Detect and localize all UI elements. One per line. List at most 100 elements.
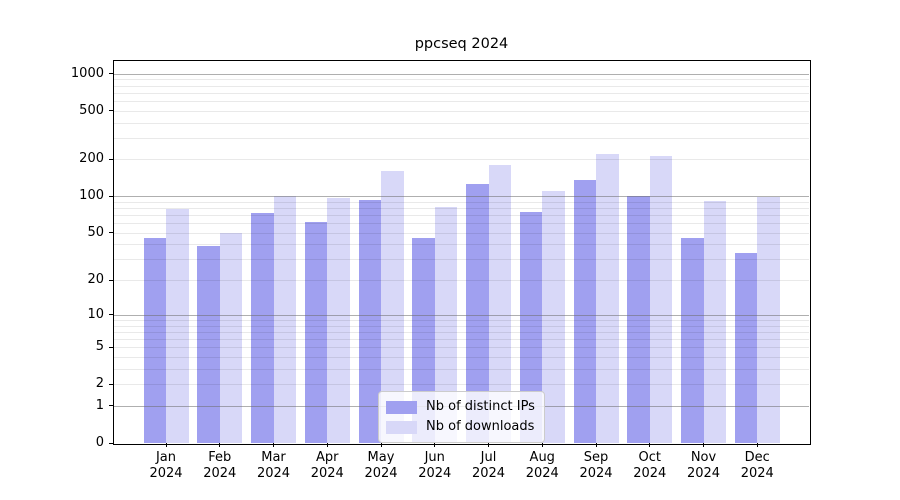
grid-line-minor xyxy=(114,159,809,161)
x-tick-month: Nov xyxy=(690,450,717,465)
x-tick-mark xyxy=(165,443,167,447)
y-tick-label: 200 xyxy=(79,151,104,167)
bar-distinct-ips-apr xyxy=(304,222,328,443)
x-tick-year: 2024 xyxy=(525,466,559,481)
bar-downloads-may xyxy=(381,171,404,443)
x-tick-label: Jan 2024 xyxy=(138,450,194,482)
y-tick-mark xyxy=(109,314,113,316)
grid-line-major xyxy=(114,196,809,198)
y-tick-label: 500 xyxy=(79,102,104,118)
x-tick-month: May xyxy=(367,450,395,465)
x-tick-label: Sep 2024 xyxy=(568,450,624,482)
legend-entry-downloads: Nb of downloads xyxy=(386,417,535,437)
bar-distinct-ips-nov xyxy=(681,238,704,443)
x-tick-mark xyxy=(595,443,597,447)
bar-distinct-ips-oct xyxy=(627,196,650,443)
x-tick-year: 2024 xyxy=(203,466,237,481)
y-tick-label: 1 xyxy=(95,397,104,413)
bar-distinct-ips-feb xyxy=(197,245,220,443)
x-tick-mark xyxy=(488,443,489,447)
bar-distinct-ips-jul xyxy=(466,184,489,443)
y-tick-mark xyxy=(109,405,113,407)
x-tick-year: 2024 xyxy=(256,466,291,481)
x-tick-year: 2024 xyxy=(633,466,667,481)
grid-line-minor xyxy=(114,110,809,112)
x-tick-label: Jun 2024 xyxy=(407,450,463,482)
bar-distinct-ips-may xyxy=(358,200,381,443)
x-tick-year: 2024 xyxy=(364,466,398,481)
chart-title: ppcseq 2024 xyxy=(414,36,509,52)
y-tick-mark xyxy=(109,158,113,160)
x-tick-mark xyxy=(649,443,651,447)
y-tick-mark xyxy=(109,383,113,385)
x-tick-month: Mar xyxy=(261,450,286,465)
x-tick-mark xyxy=(219,443,221,447)
bar-distinct-ips-aug xyxy=(519,212,543,443)
bar-downloads-oct xyxy=(649,156,673,443)
bar-distinct-ips-jan xyxy=(143,238,166,443)
x-tick-label: Aug 2024 xyxy=(514,450,570,482)
x-tick-year: 2024 xyxy=(740,466,774,481)
x-tick-mark xyxy=(541,443,543,447)
x-tick-mark xyxy=(434,443,436,447)
y-tick-mark xyxy=(109,346,113,348)
x-tick-month: Oct xyxy=(638,450,661,465)
grid-line-minor xyxy=(114,79,809,81)
x-tick-label: Jul 2024 xyxy=(461,450,517,482)
x-tick-year: 2024 xyxy=(579,466,613,481)
x-tick-mark xyxy=(326,443,328,447)
legend-label-distinct-ips: Nb of distinct IPs xyxy=(426,399,535,414)
legend-entry-distinct-ips: Nb of distinct IPs xyxy=(386,397,535,417)
legend: Nb of distinct IPs Nb of downloads xyxy=(378,391,545,443)
y-tick-label: 5 xyxy=(95,339,104,355)
x-tick-month: Apr xyxy=(316,450,339,465)
y-tick-mark xyxy=(109,73,113,75)
y-tick-mark xyxy=(109,195,113,197)
grid-line-major xyxy=(114,73,809,75)
bar-downloads-apr xyxy=(327,197,350,443)
grid-line-minor xyxy=(114,100,809,102)
bar-downloads-jun xyxy=(434,207,458,443)
x-tick-mark xyxy=(703,443,704,447)
grid-line-minor xyxy=(114,137,809,139)
x-tick-label: Mar 2024 xyxy=(246,450,302,482)
bar-downloads-jul xyxy=(488,164,511,443)
bar-downloads-sep xyxy=(596,153,619,443)
y-tick-label: 1000 xyxy=(70,65,104,81)
y-tick-label: 10 xyxy=(87,306,104,322)
bar-distinct-ips-mar xyxy=(251,212,274,443)
y-tick-label: 2 xyxy=(95,376,104,392)
y-tick-label: 0 xyxy=(95,435,104,450)
bar-downloads-feb xyxy=(219,232,243,443)
bar-downloads-nov xyxy=(703,201,726,443)
x-tick-month: Feb xyxy=(208,450,232,465)
x-tick-month: Jan xyxy=(155,450,177,465)
x-tick-year: 2024 xyxy=(418,466,452,481)
x-tick-mark xyxy=(273,443,274,447)
legend-swatch-downloads xyxy=(386,420,417,434)
x-tick-month: Dec xyxy=(744,450,770,465)
x-tick-year: 2024 xyxy=(686,466,721,481)
x-tick-label: Nov 2024 xyxy=(676,450,732,482)
x-tick-mark xyxy=(380,443,382,447)
y-tick-mark xyxy=(109,279,113,281)
x-tick-year: 2024 xyxy=(149,466,183,481)
bar-downloads-mar xyxy=(273,195,296,443)
x-tick-label: Feb 2024 xyxy=(192,450,248,482)
bar-downloads-aug xyxy=(542,190,565,443)
x-tick-month: Aug xyxy=(529,450,555,465)
y-tick-label: 50 xyxy=(87,224,104,240)
x-tick-year: 2024 xyxy=(310,466,344,481)
bar-downloads-dec xyxy=(757,197,780,443)
legend-swatch-distinct-ips xyxy=(386,400,417,414)
bar-downloads-jan xyxy=(166,208,189,443)
x-tick-label: Dec 2024 xyxy=(729,450,785,482)
x-tick-month: Jul xyxy=(480,450,497,465)
y-tick-label: 20 xyxy=(87,272,104,288)
x-tick-label: Apr 2024 xyxy=(299,450,355,482)
y-tick-mark xyxy=(109,232,113,234)
x-tick-month: Jun xyxy=(424,450,445,465)
x-tick-label: May 2024 xyxy=(353,450,409,482)
bar-distinct-ips-dec xyxy=(734,252,758,443)
